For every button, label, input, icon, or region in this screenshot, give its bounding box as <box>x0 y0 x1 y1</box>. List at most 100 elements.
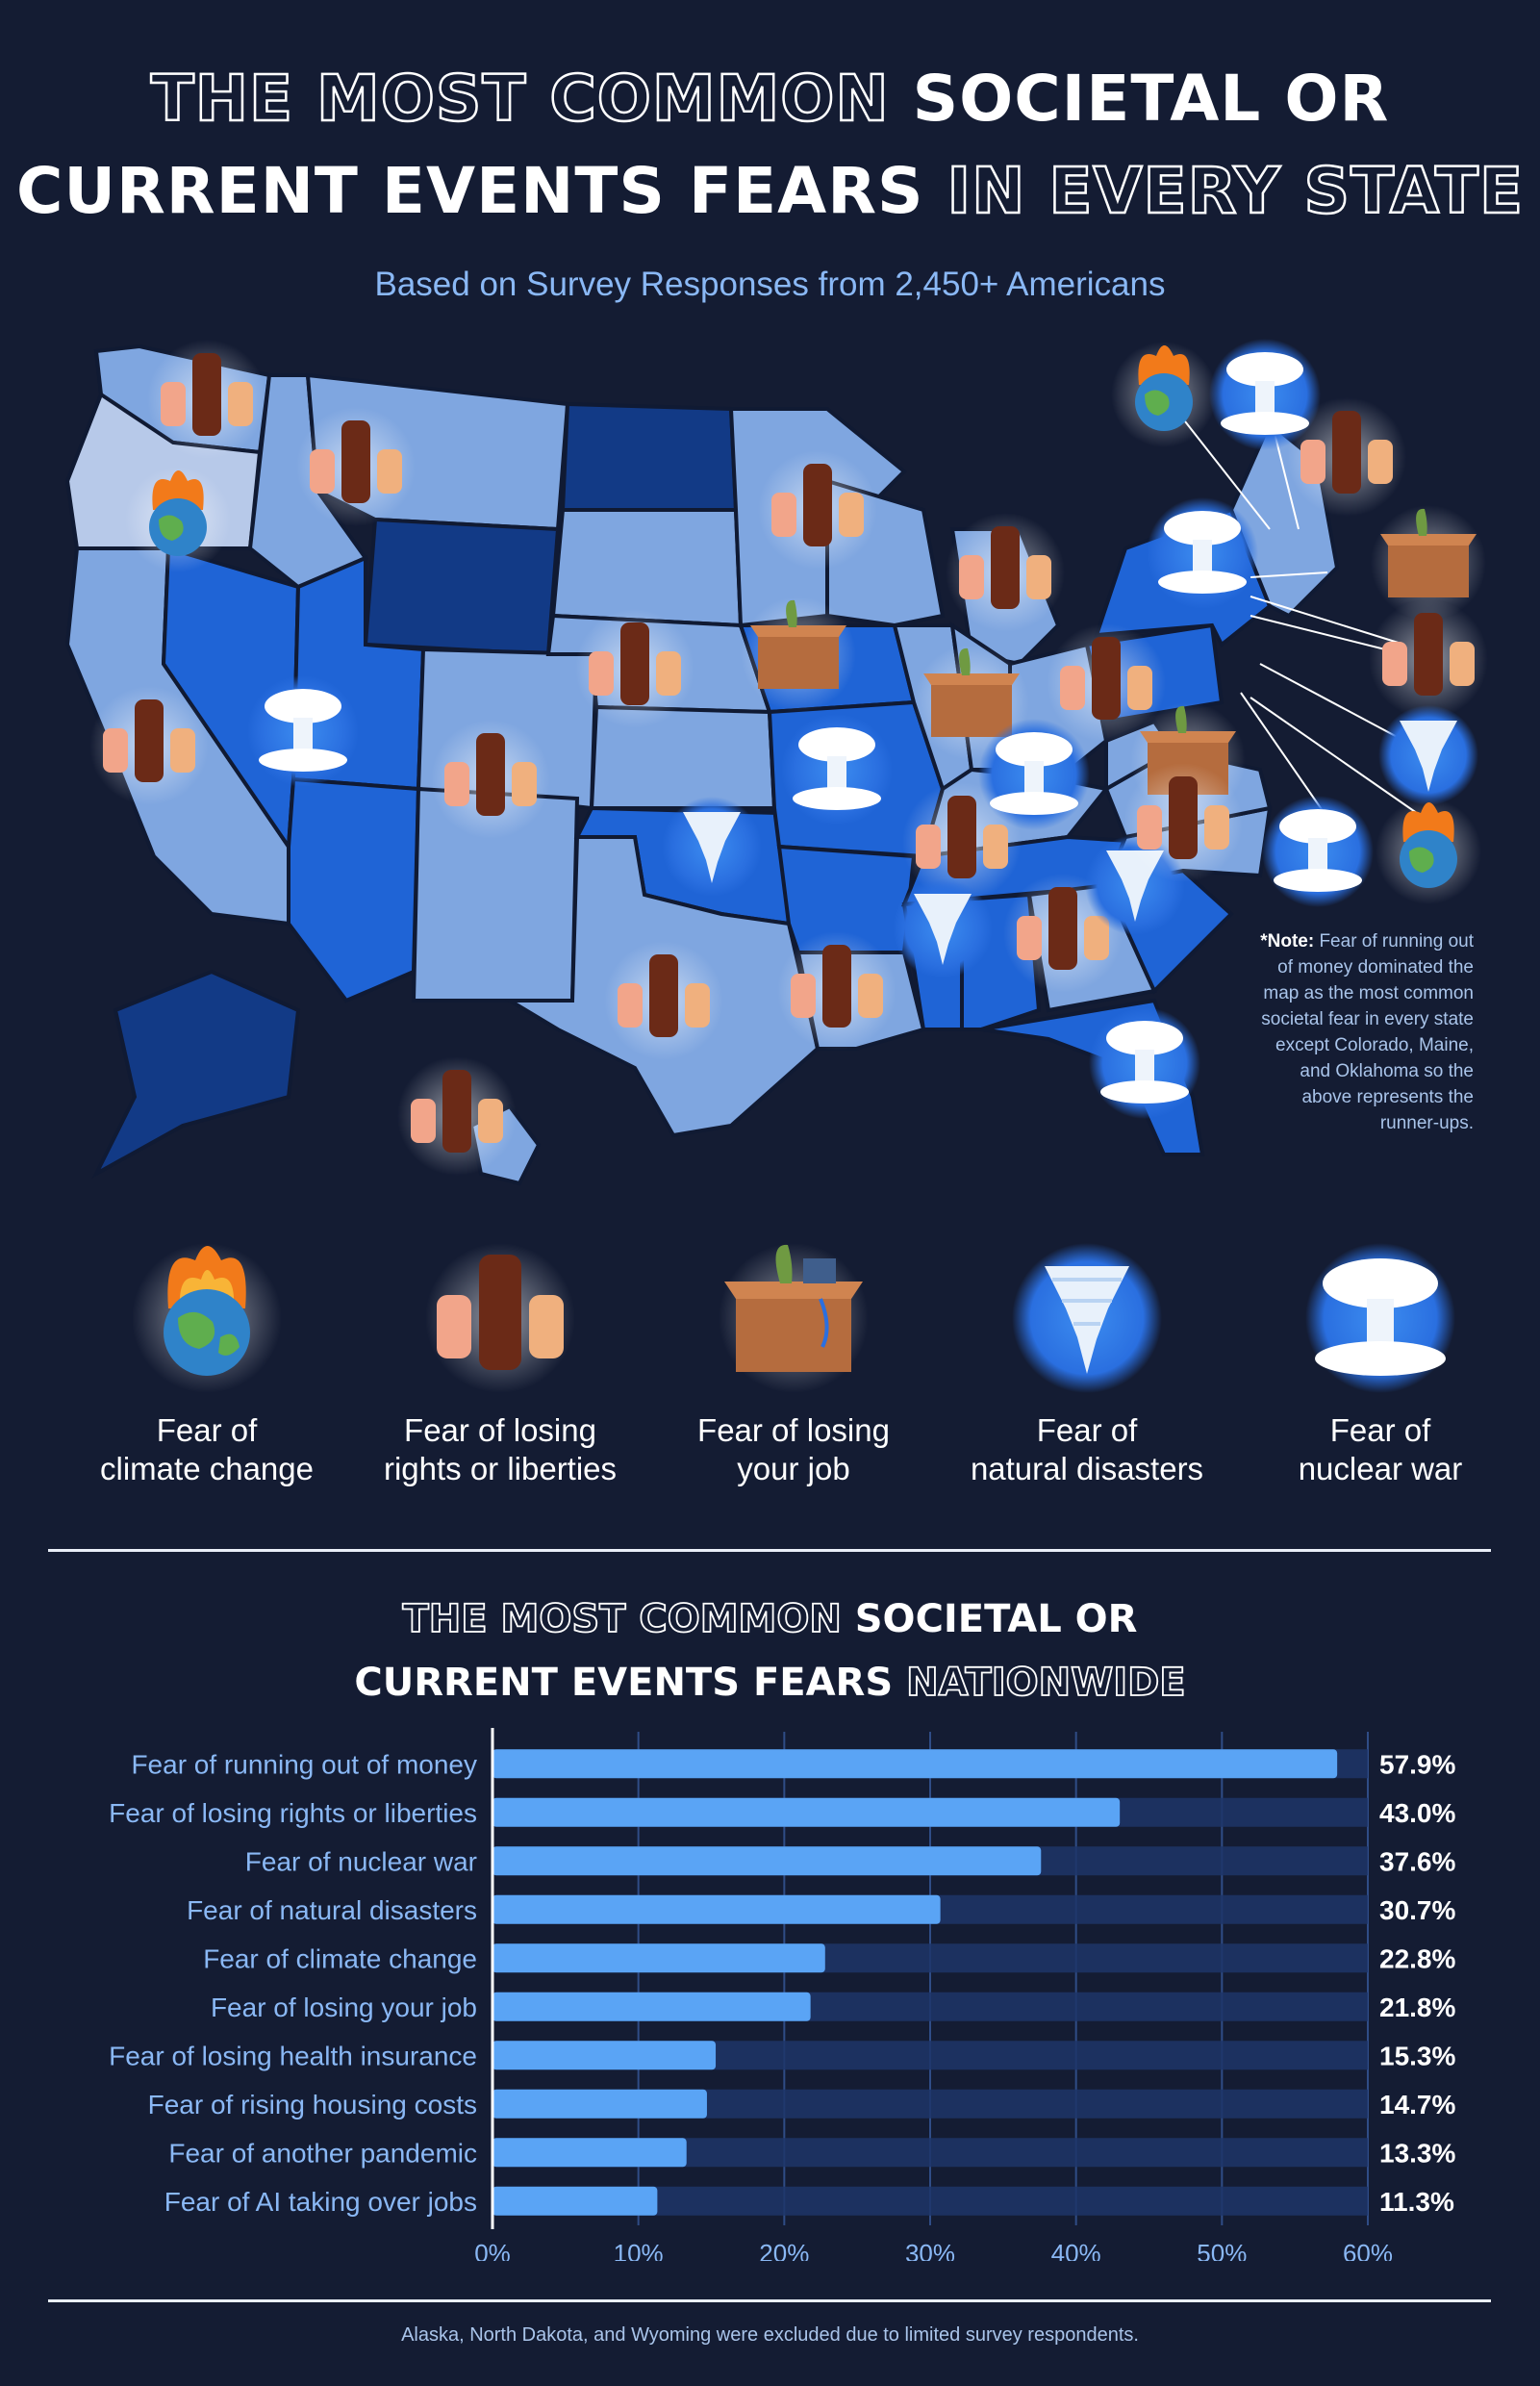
state-north-dakota <box>560 401 739 512</box>
x-tick-label: 20% <box>759 2239 809 2261</box>
category-label: Fear of losing rights or liberties <box>109 1798 477 1828</box>
x-tick-label: 30% <box>905 2239 955 2261</box>
bar <box>492 2089 707 2119</box>
value-label: 57.9% <box>1379 1749 1455 1779</box>
value-label: 30.7% <box>1379 1895 1455 1925</box>
burning-globe-icon <box>132 1243 282 1393</box>
bar <box>492 1797 1121 1827</box>
value-label: 14.7% <box>1379 2090 1455 2119</box>
raised-fists-icon <box>946 513 1065 632</box>
raised-fists-icon <box>758 450 877 570</box>
x-tick-label: 50% <box>1197 2239 1247 2261</box>
chart-title-line2-outline: nationwide <box>905 1660 1186 1706</box>
value-label: 22.8% <box>1379 1943 1455 1973</box>
divider-bottom <box>48 2299 1491 2302</box>
category-label: Fear of climate change <box>203 1943 477 1973</box>
chart-title: The most common Societal or current even… <box>0 1587 1540 1714</box>
map-note-label: *Note: <box>1260 931 1315 952</box>
divider-top <box>48 1549 1491 1552</box>
state-wyoming <box>363 517 561 657</box>
x-tick-label: 10% <box>614 2239 664 2261</box>
value-label: 21.8% <box>1379 1993 1455 2022</box>
burning-globe-icon <box>1376 799 1481 904</box>
us-map-svg <box>64 339 1488 1186</box>
us-map <box>58 337 1501 1203</box>
legend-label-line1: Fear of losing <box>697 1412 890 1448</box>
category-label: Fear of losing your job <box>211 1993 477 2022</box>
title-line1-outline: The most common <box>149 61 890 138</box>
mushroom-cloud-icon <box>1147 497 1258 609</box>
raised-fists-icon <box>397 1056 517 1176</box>
legend-label-line2: natural disasters <box>970 1451 1204 1486</box>
value-label: 37.6% <box>1379 1846 1455 1876</box>
tornado-icon <box>893 878 993 978</box>
map-note: *Note: Fear of running out of money domi… <box>1250 928 1474 1136</box>
legend-item-nuclear-war: Fear of nuclear war <box>1236 1241 1525 1488</box>
legend-label-line2: rights or liberties <box>383 1451 618 1486</box>
mushroom-cloud-icon <box>1262 796 1374 907</box>
tornado-icon <box>662 797 762 897</box>
title-line2-outline: in every state <box>946 153 1525 230</box>
raised-fists-icon <box>89 686 209 805</box>
value-label: 15.3% <box>1379 2041 1455 2070</box>
chart-title-line1-solid: Societal or <box>854 1597 1138 1641</box>
x-tick-label: 40% <box>1051 2239 1101 2261</box>
map-legend: Fear of climate change Fear of losing righ… <box>29 1241 1510 1530</box>
map-note-text: Fear of running out of money dominated t… <box>1261 931 1474 1133</box>
footer-note: Alaska, North Dakota, and Wyoming were e… <box>401 2324 1139 2346</box>
raised-fists-icon <box>1369 599 1488 719</box>
legend-label-line1: Fear of <box>1329 1412 1431 1448</box>
bar-chart-svg: Fear of running out of money 57.9% Fear of… <box>109 1728 1455 2268</box>
moving-box-icon <box>719 1243 869 1393</box>
category-label: Fear of running out of money <box>131 1749 477 1779</box>
burning-globe-icon <box>1111 342 1217 447</box>
value-label: 43.0% <box>1379 1798 1455 1828</box>
category-label: Fear of losing health insurance <box>109 2041 477 2070</box>
legend-label-line2: your job <box>737 1451 850 1486</box>
raised-fists-icon <box>575 609 694 728</box>
title-line2-solid: current events fears <box>15 154 924 228</box>
bar <box>492 1749 1338 1779</box>
category-label: Fear of rising housing costs <box>148 2090 477 2119</box>
chart-title-line2-solid: current events fears <box>354 1661 894 1705</box>
state-arizona <box>287 776 421 1003</box>
page-subtitle: Based on Survey Responses from 2,450+ Am… <box>374 266 1166 303</box>
legend-item-losing-job: Fear of losing your job <box>649 1241 938 1488</box>
bar <box>492 2138 687 2168</box>
x-tick-label: 0% <box>474 2239 511 2261</box>
chart-title-line1-outline: The most common <box>402 1596 843 1642</box>
category-label: Fear of natural disasters <box>187 1895 477 1925</box>
category-label: Fear of AI taking over jobs <box>164 2187 477 2217</box>
raised-fists-icon <box>147 340 266 459</box>
raised-fists-icon <box>604 941 723 1060</box>
nationwide-bar-chart: Fear of running out of money 57.9% Fear of… <box>0 1722 1540 2268</box>
legend-label-line2: nuclear war <box>1298 1451 1463 1486</box>
tornado-icon <box>1378 705 1478 805</box>
raised-fists-icon <box>296 407 416 526</box>
mushroom-cloud-icon <box>1305 1243 1455 1393</box>
moving-box-icon <box>741 596 856 712</box>
category-label: Fear of nuclear war <box>245 1846 477 1876</box>
x-tick-label: 60% <box>1343 2239 1393 2261</box>
legend-label-line2: climate change <box>100 1451 314 1486</box>
value-label: 11.3% <box>1379 2187 1454 2217</box>
legend-label-line1: Fear of losing <box>404 1412 596 1448</box>
legend-label-line1: Fear of <box>1036 1412 1138 1448</box>
raised-fists-icon <box>431 720 550 839</box>
bar <box>492 2041 717 2070</box>
raised-fists-icon <box>425 1243 575 1393</box>
mushroom-cloud-icon <box>247 675 359 787</box>
mushroom-cloud-icon <box>1089 1007 1200 1119</box>
raised-fists-icon <box>1123 763 1243 882</box>
raised-fists-icon <box>1287 397 1406 517</box>
burning-globe-icon <box>125 467 231 572</box>
legend-item-climate-change: Fear of climate change <box>63 1241 351 1488</box>
tornado-icon <box>1012 1243 1162 1393</box>
mushroom-cloud-icon <box>781 714 893 825</box>
state-south-dakota <box>550 508 744 628</box>
category-label: Fear of another pandemic <box>168 2138 477 2168</box>
title-line1-solid: Societal or <box>912 62 1390 136</box>
legend-item-rights-liberties: Fear of losing rights or liberties <box>356 1241 644 1488</box>
legend-item-natural-disasters: Fear of natural disasters <box>943 1241 1231 1488</box>
